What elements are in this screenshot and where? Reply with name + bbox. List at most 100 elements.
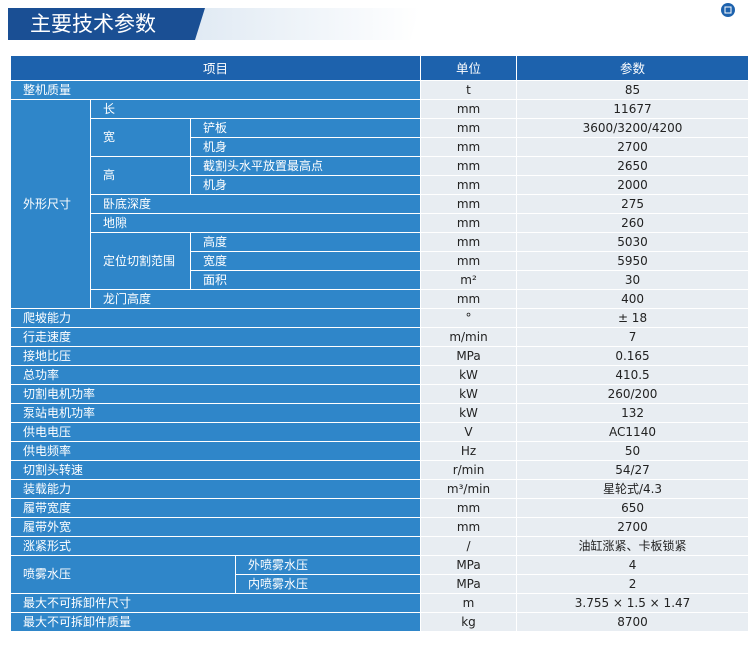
table-row: 机身 mm 2700 bbox=[11, 137, 750, 157]
value: 400 bbox=[516, 289, 750, 309]
unit: mm bbox=[420, 137, 518, 157]
item-label: 最大不可拆卸件尺寸 bbox=[9, 593, 422, 613]
column-header: 单位 bbox=[420, 55, 518, 81]
table-body: 整机质量 t 85 外形尺寸长 mm 11677 宽铲板 mm 3600/3200/4200 机身… bbox=[9, 80, 750, 632]
unit: MPa bbox=[420, 574, 518, 594]
value: 3.755 × 1.5 × 1.47 bbox=[516, 593, 750, 613]
table-row: 行走速度 m/min 7 bbox=[9, 327, 750, 347]
table-row: 宽铲板 mm 3600/3200/4200 bbox=[11, 118, 750, 157]
unit: r/min bbox=[420, 460, 518, 480]
value: 3600/3200/4200 bbox=[516, 118, 750, 138]
table-row: 最大不可拆卸件质量 kg 8700 bbox=[9, 612, 750, 632]
table-row: 总功率 kW 410.5 bbox=[9, 365, 750, 385]
item-label: 供电电压 bbox=[9, 422, 422, 442]
item-label: 龙门高度 bbox=[89, 289, 422, 309]
unit: mm bbox=[420, 175, 518, 195]
unit: mm bbox=[420, 118, 518, 138]
table-row: 供电频率 Hz 50 bbox=[9, 441, 750, 461]
value: 星轮式/4.3 bbox=[516, 479, 750, 499]
value: 50 bbox=[516, 441, 750, 461]
unit: mm bbox=[420, 232, 518, 252]
column-header: 项目 bbox=[9, 55, 422, 81]
unit: kW bbox=[420, 365, 518, 385]
value: 2000 bbox=[516, 175, 750, 195]
table-row: 龙门高度 mm 400 bbox=[11, 289, 750, 309]
value: 132 bbox=[516, 403, 750, 423]
item-label: 定位切割范围 bbox=[90, 232, 191, 290]
value: 4 bbox=[516, 555, 750, 575]
unit: kW bbox=[420, 403, 518, 423]
unit: m/min bbox=[420, 327, 518, 347]
table-row: 面积 m² 30 bbox=[11, 270, 750, 290]
table-row: 接地比压 MPa 0.165 bbox=[9, 346, 750, 366]
value: 2 bbox=[516, 574, 750, 594]
item-label: 铲板 bbox=[189, 118, 422, 138]
value: 5950 bbox=[516, 251, 750, 271]
item-label: 地隙 bbox=[89, 213, 422, 233]
value: ± 18 bbox=[516, 308, 750, 328]
value: 275 bbox=[516, 194, 750, 214]
value: 260 bbox=[516, 213, 750, 233]
value: AC1140 bbox=[516, 422, 750, 442]
corner-icon-glyph bbox=[724, 6, 732, 14]
value: 5030 bbox=[516, 232, 750, 252]
item-label: 切割头转速 bbox=[9, 460, 422, 480]
value: 7 bbox=[516, 327, 750, 347]
unit: MPa bbox=[420, 555, 518, 575]
unit: mm bbox=[420, 251, 518, 271]
item-label: 机身 bbox=[189, 175, 422, 195]
table-header: 项目 单位 参数 bbox=[9, 55, 750, 81]
item-label: 高 bbox=[90, 156, 191, 195]
unit: V bbox=[420, 422, 518, 442]
item-label: 爬坡能力 bbox=[9, 308, 422, 328]
unit: mm bbox=[420, 156, 518, 176]
item-label: 最大不可拆卸件质量 bbox=[9, 612, 422, 632]
item-label: 接地比压 bbox=[9, 346, 422, 366]
table-row: 地隙 mm 260 bbox=[11, 213, 750, 233]
unit: mm bbox=[420, 289, 518, 309]
unit: mm bbox=[420, 194, 518, 214]
table-row: 履带宽度 mm 650 bbox=[9, 498, 750, 518]
table-row: 切割电机功率 kW 260/200 bbox=[9, 384, 750, 404]
item-label: 内喷雾水压 bbox=[234, 574, 422, 594]
item-label: 涨紧形式 bbox=[9, 536, 422, 556]
table-row: 涨紧形式 / 油缸涨紧、卡板锁紧 bbox=[9, 536, 750, 556]
table-row: 装载能力 m³/min 星轮式/4.3 bbox=[9, 479, 750, 499]
column-header: 参数 bbox=[516, 55, 750, 81]
item-label: 总功率 bbox=[9, 365, 422, 385]
value: 2700 bbox=[516, 137, 750, 157]
value: 650 bbox=[516, 498, 750, 518]
item-label: 喷雾水压 bbox=[10, 555, 236, 594]
unit: ° bbox=[420, 308, 518, 328]
banner-fade bbox=[185, 8, 420, 40]
value: 2650 bbox=[516, 156, 750, 176]
table-row: 内喷雾水压 MPa 2 bbox=[11, 574, 750, 594]
unit: mm bbox=[420, 517, 518, 537]
table-row: 整机质量 t 85 bbox=[9, 80, 750, 100]
item-label: 切割电机功率 bbox=[9, 384, 422, 404]
item-label: 宽 bbox=[90, 118, 191, 157]
unit: mm bbox=[420, 498, 518, 518]
unit: MPa bbox=[420, 346, 518, 366]
spec-table: 项目 单位 参数 整机质量 t 85 外形尺寸长 mm 11677 宽铲板 mm 3600/32… bbox=[9, 55, 750, 632]
value: 260/200 bbox=[516, 384, 750, 404]
table-row: 卧底深度 mm 275 bbox=[11, 194, 750, 214]
value: 油缸涨紧、卡板锁紧 bbox=[516, 536, 750, 556]
value: 410.5 bbox=[516, 365, 750, 385]
table-row: 外形尺寸长 mm 11677 bbox=[10, 99, 750, 309]
value: 8700 bbox=[516, 612, 750, 632]
value: 2700 bbox=[516, 517, 750, 537]
table-row: 供电电压 V AC1140 bbox=[9, 422, 750, 442]
item-label: 履带外宽 bbox=[9, 517, 422, 537]
unit: Hz bbox=[420, 441, 518, 461]
item-label: 泵站电机功率 bbox=[9, 403, 422, 423]
corner-icon[interactable] bbox=[721, 3, 735, 17]
unit: kW bbox=[420, 384, 518, 404]
item-label: 整机质量 bbox=[9, 80, 422, 100]
value: 30 bbox=[516, 270, 750, 290]
item-label: 宽度 bbox=[189, 251, 422, 271]
banner: 主要技术参数 bbox=[8, 3, 735, 40]
item-label: 高度 bbox=[189, 232, 422, 252]
value: 54/27 bbox=[516, 460, 750, 480]
